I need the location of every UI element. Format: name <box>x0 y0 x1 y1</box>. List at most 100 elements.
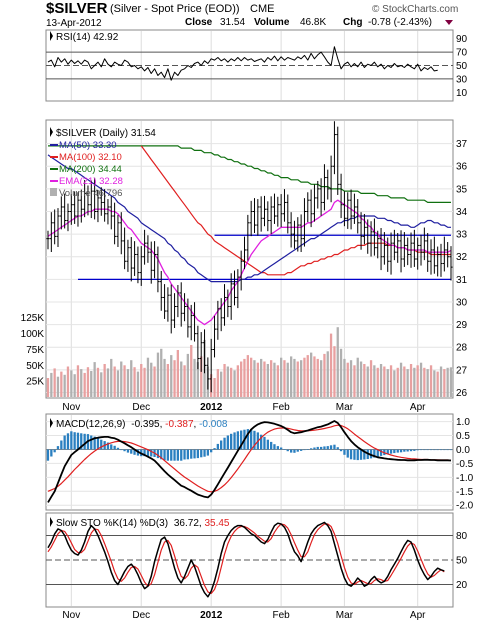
month-tick-label: 2012 <box>200 402 223 413</box>
macd-histogram-bar <box>226 435 229 450</box>
ticker-symbol: $SILVER <box>46 0 108 17</box>
ohlc-bar <box>339 173 343 219</box>
macd-histogram-bar <box>250 429 253 450</box>
ohlc-bar <box>319 178 323 216</box>
macd-histogram-bar <box>303 449 306 451</box>
ohlc-bar <box>382 232 386 265</box>
volume-bar <box>323 353 326 397</box>
ohlc-bar <box>356 199 360 234</box>
sto-tick-label: 80 <box>456 531 468 542</box>
ohlc-bar <box>266 201 270 232</box>
macd-histogram-bar <box>53 449 56 453</box>
macd-histogram-bar <box>83 433 86 450</box>
volume-bar <box>223 364 226 397</box>
ohlc-bar <box>272 193 276 224</box>
macd-histogram-bar <box>280 447 283 450</box>
volume-bar <box>230 367 233 397</box>
ohlc-bar <box>66 203 70 232</box>
volume-bar <box>90 371 93 397</box>
ohlc-bar <box>186 298 190 338</box>
volume-bar <box>396 367 399 397</box>
volume-bar <box>80 369 83 397</box>
volume-bar <box>339 348 343 397</box>
volume-bar <box>143 367 146 397</box>
ohlc-bar <box>153 241 157 279</box>
macd-panel <box>45 413 454 511</box>
watermark: © StockCharts.com <box>372 4 458 15</box>
macd-histogram-bar <box>300 449 303 451</box>
macd-histogram-bar <box>186 449 189 460</box>
ohlc-bar <box>156 246 160 293</box>
macd-tick-label: -1.0 <box>456 473 474 484</box>
price-tick-label: 35 <box>456 184 468 195</box>
ohlc-bar <box>166 287 170 322</box>
volume-bar <box>293 358 296 397</box>
macd-histogram-bar <box>393 449 396 454</box>
volume-bar <box>433 370 436 397</box>
macd-histogram-bar <box>409 449 413 452</box>
macd-histogram-bar <box>419 449 423 451</box>
ohlc-bar <box>269 196 273 234</box>
instrument-name: (Silver - Spot Price (EOD)) <box>110 3 240 15</box>
ohlc-bar <box>143 229 147 265</box>
macd-legend-label: MACD(12,26,9) <box>56 419 125 430</box>
price-tick-label: 33 <box>456 230 468 241</box>
ohlc-bar <box>449 246 453 281</box>
macd-histogram-bar <box>416 449 419 451</box>
volume-bar <box>186 353 189 397</box>
macd-histogram-bar <box>356 449 359 461</box>
volume-bar <box>416 365 419 397</box>
volume-bar <box>163 358 166 397</box>
volume-bar <box>120 361 123 397</box>
macd-histogram-bar <box>406 449 409 452</box>
ohlc-bar <box>243 236 247 270</box>
macd-histogram-bar <box>423 449 426 451</box>
macd-histogram-bar <box>206 449 209 456</box>
ohlc-bar <box>113 202 117 245</box>
macd-histogram-bar <box>66 433 70 450</box>
macd-histogram-bar <box>276 446 279 450</box>
macd-legend-macd: -0.395 <box>131 419 160 430</box>
ohlc-bar <box>409 232 413 268</box>
rsi-tick-label: 30 <box>456 74 468 85</box>
price-layer <box>46 121 453 393</box>
volume-bar <box>403 366 406 397</box>
ohlc-bar <box>429 239 433 275</box>
ohlc-bar <box>306 192 310 223</box>
ohlc-bar <box>282 189 286 222</box>
price-tick-label: 29 <box>456 320 468 331</box>
macd-histogram-bar <box>183 449 186 460</box>
macd-histogram-bar <box>439 449 443 451</box>
volume-bar <box>439 366 443 397</box>
ohlc-bar <box>56 208 60 248</box>
ohlc-bar <box>386 237 390 272</box>
ohlc-bar <box>93 177 97 220</box>
volume-bar <box>316 358 319 397</box>
macd-histogram-bar <box>286 449 289 452</box>
macd-histogram-bar <box>220 440 223 450</box>
volume-bar <box>46 378 50 397</box>
ohlc-bar <box>209 338 213 393</box>
ohlc-bar <box>76 192 80 227</box>
ohlc-bar <box>259 196 263 232</box>
ohlc-bar <box>279 194 283 228</box>
ohlc-bar <box>136 246 140 284</box>
volume-bar <box>320 360 323 397</box>
volume-bar <box>333 346 336 397</box>
volume-bar <box>336 327 339 397</box>
volume-bar <box>446 367 449 397</box>
ohlc-bar <box>406 237 410 266</box>
ohlc-bar <box>286 194 290 234</box>
ohlc-bar <box>106 199 110 225</box>
ohlc-bar <box>46 230 50 250</box>
volume-bar <box>93 362 96 397</box>
macd-tick-label: 0.0 <box>456 445 470 456</box>
volume-bar <box>253 360 256 397</box>
ohlc-bar <box>86 185 90 216</box>
volume-bar <box>346 362 349 397</box>
volume-tick-label: 25K <box>26 377 44 388</box>
volume-bar <box>63 374 66 397</box>
macd-histogram-bar <box>246 429 249 450</box>
volume-bar <box>170 355 173 397</box>
price-tick-label: 32 <box>456 252 468 263</box>
